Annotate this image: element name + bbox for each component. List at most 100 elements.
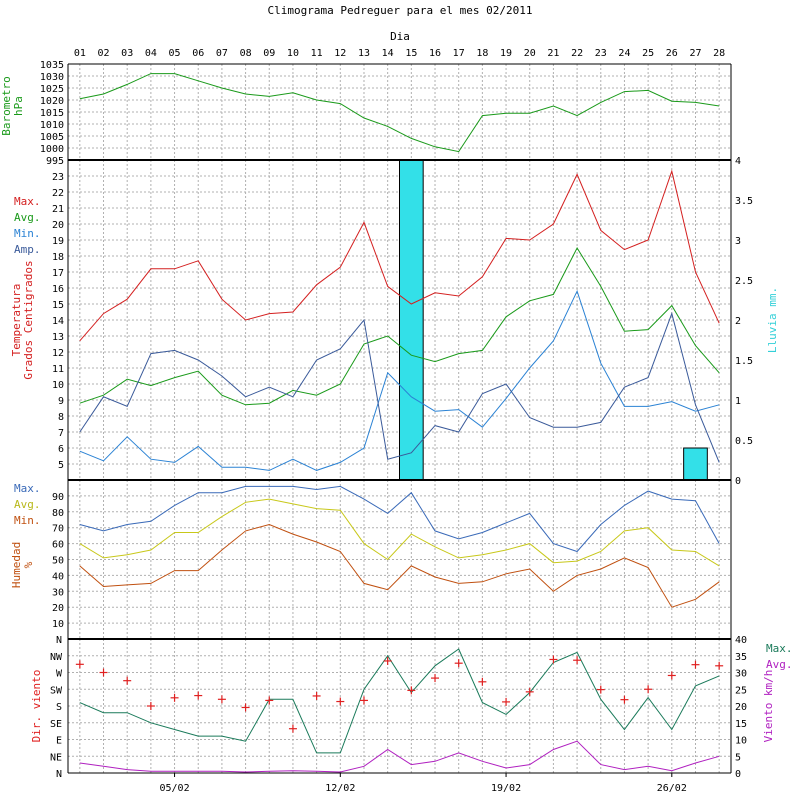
humidity-tick-label: 70 [52, 524, 64, 535]
pressure-tick-label: 1030 [40, 72, 64, 83]
wind-speed-tick-label: 10 [735, 736, 747, 747]
wind-speed-tick-label: 5 [735, 752, 741, 763]
day-label: 04 [145, 48, 157, 59]
wind-max-line [79, 648, 720, 754]
temperature-tick-label: 12 [52, 348, 64, 359]
day-label: 06 [192, 48, 204, 59]
day-label: 08 [240, 48, 252, 59]
temp-legend-avg: Avg. [14, 211, 41, 224]
wind-speed-tick-label: 15 [735, 719, 747, 730]
temperature-ylabel-line1: Temperatura [10, 284, 23, 357]
temperature-tick-label: 15 [52, 300, 64, 311]
wind-speed-tick-label: 40 [735, 635, 747, 646]
chart-title: Climograma Pedreguer para el mes 02/2011 [268, 4, 533, 17]
temperature-tick-label: 20 [52, 220, 64, 231]
humidity-avg-line [79, 498, 720, 567]
humidity-tick-label: 30 [52, 587, 64, 598]
day-label: 15 [405, 48, 417, 59]
rain-tick-label: 0.5 [735, 436, 753, 447]
pressure-tick-label: 1025 [40, 84, 64, 95]
wind-panel: N NE E SE S SW W NW N 0 5 10 15 20 25 30 35 40 [50, 635, 747, 780]
wind-dir-ylabel: Dir. viento [30, 670, 43, 743]
wind-direction-tick-label: S [56, 702, 62, 713]
wind-direction-tick-label: NE [50, 752, 62, 763]
temperature-tick-label: 7 [58, 428, 64, 439]
temperature-tick-label: 18 [52, 252, 64, 263]
temperature-tick-label: 11 [52, 364, 64, 375]
temp-max-line [79, 169, 720, 342]
day-label: 14 [382, 48, 394, 59]
pressure-tick-label: 1035 [40, 60, 64, 71]
rain-tick-label: 2.5 [735, 276, 753, 287]
pressure-tick-label: 1000 [40, 144, 64, 155]
pressure-tick-label: 1010 [40, 120, 64, 131]
wind-speed-tick-label: 0 [735, 769, 741, 780]
day-label: 28 [713, 48, 725, 59]
humidity-legend-max: Max. [14, 482, 41, 495]
day-label: 13 [358, 48, 370, 59]
humidity-ylabel-line2: % [22, 561, 35, 568]
day-label: 10 [287, 48, 299, 59]
date-labels: 05/02 12/02 19/02 26/02 [159, 773, 687, 794]
day-label: 07 [216, 48, 228, 59]
rain-tick-label: 2 [735, 316, 741, 327]
wind-speed-tick-label: 25 [735, 685, 747, 696]
temperature-panel: 56789101112131415161718192021222300.511.… [52, 156, 753, 487]
rain-ylabel: Lluvia mm. [766, 287, 779, 353]
wind-speed-ylabel: Viento km/h [762, 670, 775, 743]
temp-legend-amp: Amp. [14, 243, 41, 256]
humidity-legend-min: Min. [14, 514, 41, 527]
pressure-series-line [79, 73, 720, 153]
date-label: 05/02 [159, 783, 189, 794]
temperature-ylabel-line2: Grados Centigrados [22, 260, 35, 379]
temperature-tick-label: 13 [52, 332, 64, 343]
day-label: 21 [547, 48, 559, 59]
day-label: 27 [689, 48, 701, 59]
temperature-tick-label: 9 [58, 396, 64, 407]
humidity-tick-label: 40 [52, 571, 64, 582]
date-label: 19/02 [491, 783, 521, 794]
day-label: 12 [334, 48, 346, 59]
temperature-tick-label: 21 [52, 204, 64, 215]
humidity-tick-label: 10 [52, 619, 64, 630]
temperature-tick-label: 8 [58, 412, 64, 423]
wind-speed-tick-label: 30 [735, 669, 747, 680]
temperature-tick-label: 6 [58, 444, 64, 455]
wind-avg-line [79, 740, 720, 773]
rain-tick-label: 4 [735, 156, 741, 167]
pressure-ylabel-line1: Barometro [0, 76, 13, 136]
day-label: 19 [500, 48, 512, 59]
humidity-tick-label: 90 [52, 492, 64, 503]
wind-direction-tick-label: NW [50, 652, 63, 663]
humidity-ylabel-line1: Humedad [10, 542, 23, 588]
wind-speed-tick-label: 20 [735, 702, 747, 713]
day-label: 18 [476, 48, 488, 59]
wind-speed-tick-label: 35 [735, 652, 747, 663]
day-label: 20 [524, 48, 536, 59]
rain-tick-label: 1 [735, 396, 741, 407]
pressure-tick-label: 1020 [40, 96, 64, 107]
temp-amp-line [79, 311, 720, 463]
temperature-tick-label: 5 [58, 460, 64, 471]
wind-direction-tick-label: SE [50, 719, 62, 730]
rain-bar [399, 159, 424, 481]
humidity-panel: 10 20 30 40 50 60 70 80 90 [52, 479, 732, 639]
rain-tick-label: 3.5 [735, 196, 753, 207]
day-label: 25 [642, 48, 654, 59]
day-label: 09 [263, 48, 275, 59]
humidity-tick-label: 50 [52, 556, 64, 567]
humidity-tick-label: 60 [52, 540, 64, 551]
temp-legend-min: Min. [14, 227, 41, 240]
wind-legend-avg: Avg. [766, 658, 793, 671]
pressure-tick-label: 1015 [40, 108, 64, 119]
day-label: 22 [571, 48, 583, 59]
day-label: 03 [121, 48, 133, 59]
wind-direction-tick-label: W [56, 669, 63, 680]
wind-direction-tick-label: N [56, 635, 62, 646]
temperature-tick-label: 23 [52, 172, 64, 183]
humidity-legend-avg: Avg. [14, 498, 41, 511]
rain-tick-label: 1.5 [735, 356, 753, 367]
rain-tick-label: 3 [735, 236, 741, 247]
day-label: 05 [169, 48, 181, 59]
